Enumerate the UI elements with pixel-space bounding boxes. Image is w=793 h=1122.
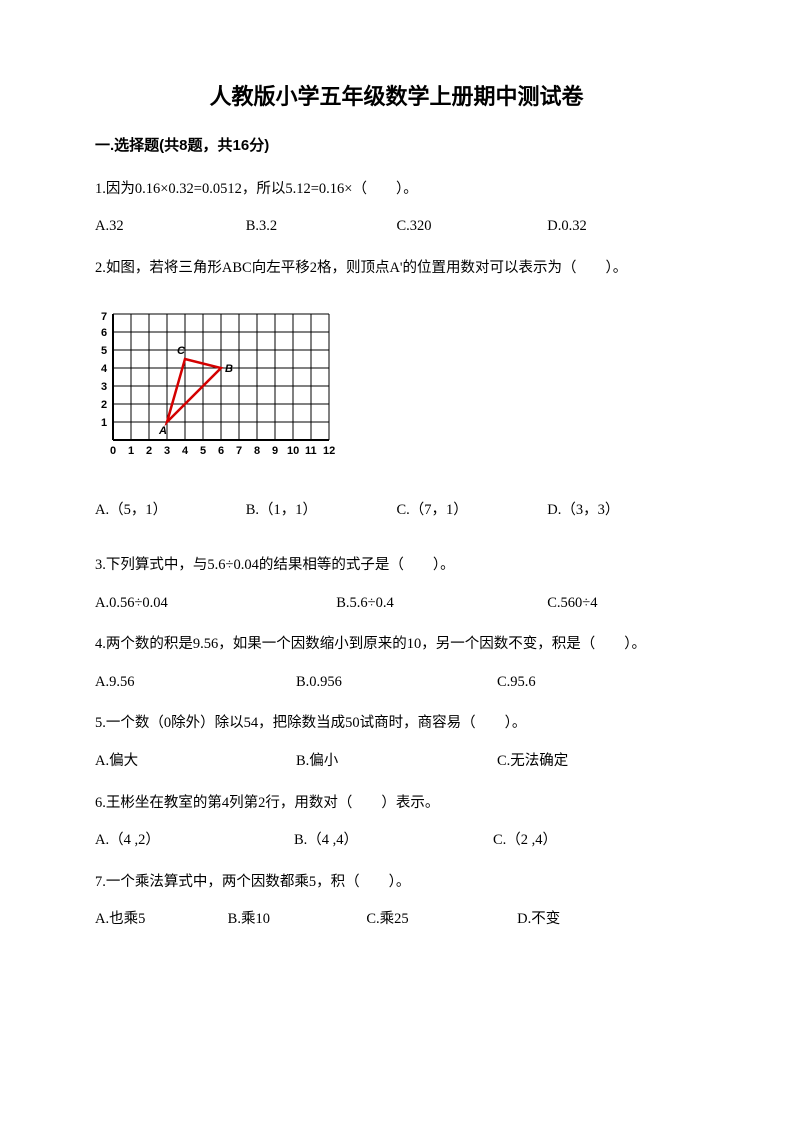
q1-option-b: B.3.2 <box>246 213 397 241</box>
q7-option-d: D.不变 <box>517 906 668 934</box>
q1-option-c: C.320 <box>397 213 548 241</box>
svg-text:7: 7 <box>236 445 242 457</box>
q3-options: A.0.56÷0.04 B.5.6÷0.4 C.560÷4 <box>95 590 698 618</box>
question-7: 7.一个乘法算式中，两个因数都乘5，积（ ）。 A.也乘5 B.乘10 C.乘2… <box>95 869 698 934</box>
q3-option-a: A.0.56÷0.04 <box>95 590 336 618</box>
q5-option-a: A.偏大 <box>95 748 296 776</box>
q4-options: A.9.56 B.0.956 C.95.6 <box>95 669 698 697</box>
q4-text: 4.两个数的积是9.56，如果一个因数缩小到原来的10，另一个因数不变，积是（ … <box>95 631 698 659</box>
q2-option-b: B.（1，1） <box>246 497 397 525</box>
q6-option-b: B.（4 ,4） <box>294 827 493 855</box>
svg-text:9: 9 <box>272 445 278 457</box>
svg-text:5: 5 <box>200 445 206 457</box>
q2-option-d: D.（3，3） <box>547 497 698 525</box>
q7-option-b: B.乘10 <box>228 906 367 934</box>
svg-text:4: 4 <box>101 363 108 375</box>
svg-text:3: 3 <box>164 445 170 457</box>
q2-option-a: A.（5，1） <box>95 497 246 525</box>
q5-option-b: B.偏小 <box>296 748 497 776</box>
q7-option-a: A.也乘5 <box>95 906 228 934</box>
q2-text: 2.如图，若将三角形ABC向左平移2格，则顶点A'的位置用数对可以表示为（ ）。 <box>95 255 698 283</box>
q6-option-c: C.（2 ,4） <box>493 827 692 855</box>
q5-option-c: C.无法确定 <box>497 748 698 776</box>
q7-options: A.也乘5 B.乘10 C.乘25 D.不变 <box>95 906 698 934</box>
q1-option-a: A.32 <box>95 213 246 241</box>
q2-chart: A B C 0 1 2 3 4 5 6 7 8 9 10 11 12 <box>95 306 698 477</box>
q3-option-b: B.5.6÷0.4 <box>336 590 547 618</box>
q5-text: 5.一个数（0除外）除以54，把除数当成50试商时，商容易（ ）。 <box>95 710 698 738</box>
question-3: 3.下列算式中，与5.6÷0.04的结果相等的式子是（ ）。 A.0.56÷0.… <box>95 552 698 617</box>
q3-option-c: C.560÷4 <box>547 590 698 618</box>
question-1: 1.因为0.16×0.32=0.0512，所以5.12=0.16×（ ）。 A.… <box>95 176 698 241</box>
q1-text: 1.因为0.16×0.32=0.0512，所以5.12=0.16×（ ）。 <box>95 176 698 204</box>
q7-text: 7.一个乘法算式中，两个因数都乘5，积（ ）。 <box>95 869 698 897</box>
exam-title: 人教版小学五年级数学上册期中测试卷 <box>95 80 698 113</box>
q4-option-c: C.95.6 <box>497 669 698 697</box>
svg-text:8: 8 <box>254 445 260 457</box>
svg-text:1: 1 <box>128 445 134 457</box>
q6-options: A.（4 ,2） B.（4 ,4） C.（2 ,4） <box>95 827 698 855</box>
svg-text:6: 6 <box>101 327 107 339</box>
q5-options: A.偏大 B.偏小 C.无法确定 <box>95 748 698 776</box>
svg-text:1: 1 <box>101 417 107 429</box>
svg-text:11: 11 <box>305 445 317 457</box>
q1-option-d: D.0.32 <box>547 213 698 241</box>
question-2: 2.如图，若将三角形ABC向左平移2格，则顶点A'的位置用数对可以表示为（ ）。 <box>95 255 698 525</box>
q4-option-b: B.0.956 <box>296 669 497 697</box>
q4-option-a: A.9.56 <box>95 669 296 697</box>
question-4: 4.两个数的积是9.56，如果一个因数缩小到原来的10，另一个因数不变，积是（ … <box>95 631 698 696</box>
q1-options: A.32 B.3.2 C.320 D.0.32 <box>95 213 698 241</box>
svg-text:2: 2 <box>101 399 107 411</box>
q3-text: 3.下列算式中，与5.6÷0.04的结果相等的式子是（ ）。 <box>95 552 698 580</box>
svg-text:5: 5 <box>101 345 107 357</box>
svg-text:7: 7 <box>101 311 107 323</box>
question-6: 6.王彬坐在教室的第4列第2行，用数对（ ）表示。 A.（4 ,2） B.（4 … <box>95 790 698 855</box>
svg-text:0: 0 <box>110 445 116 457</box>
svg-text:3: 3 <box>101 381 107 393</box>
svg-text:10: 10 <box>287 445 299 457</box>
q7-option-c: C.乘25 <box>366 906 517 934</box>
svg-text:A: A <box>158 425 167 437</box>
svg-text:6: 6 <box>218 445 224 457</box>
q6-text: 6.王彬坐在教室的第4列第2行，用数对（ ）表示。 <box>95 790 698 818</box>
q2-options: A.（5，1） B.（1，1） C.（7，1） D.（3，3） <box>95 497 698 525</box>
q2-option-c: C.（7，1） <box>397 497 548 525</box>
svg-text:C: C <box>177 345 186 357</box>
svg-text:B: B <box>225 363 233 375</box>
svg-text:12: 12 <box>323 445 335 457</box>
svg-text:4: 4 <box>182 445 189 457</box>
svg-text:2: 2 <box>146 445 152 457</box>
q6-option-a: A.（4 ,2） <box>95 827 294 855</box>
section-header: 一.选择题(共8题，共16分) <box>95 135 698 158</box>
question-5: 5.一个数（0除外）除以54，把除数当成50试商时，商容易（ ）。 A.偏大 B… <box>95 710 698 775</box>
